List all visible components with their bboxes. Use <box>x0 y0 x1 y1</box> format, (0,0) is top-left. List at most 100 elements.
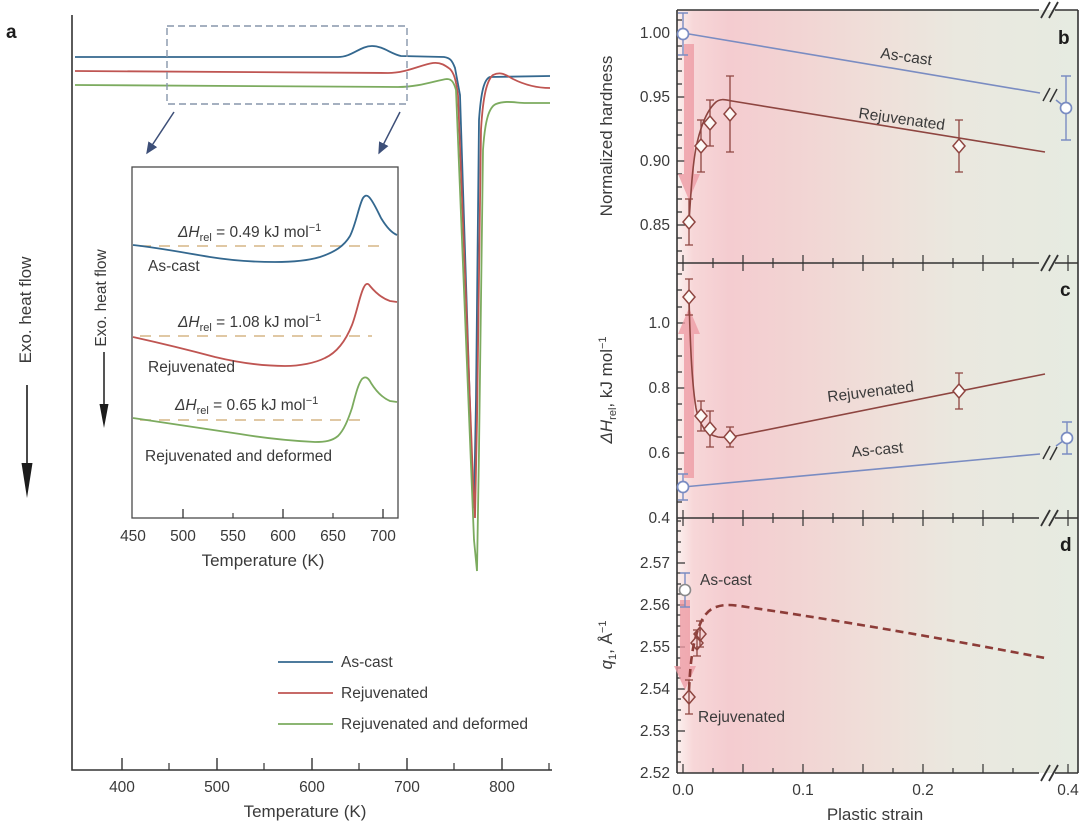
panel-d-background <box>677 518 1078 773</box>
svg-text:0.8: 0.8 <box>648 380 670 397</box>
enthalpy-label-as-cast: ΔHrel = 0.49 kJ mol−1 <box>177 222 321 244</box>
panel-b-as-cast-point-04 <box>1059 101 1073 115</box>
svg-text:600: 600 <box>299 779 325 796</box>
panel-a-x-axis-label: Temperature (K) <box>244 802 367 821</box>
legend-label-rejuvenated: Rejuvenated <box>341 685 428 702</box>
inset-frame <box>131 166 399 519</box>
svg-text:450: 450 <box>120 528 146 545</box>
panel-c-as-cast-errorbars <box>678 421 1072 501</box>
inset-x-axis-label: Temperature (K) <box>202 551 325 570</box>
panel-b-letter: b <box>1058 28 1070 49</box>
svg-text:700: 700 <box>370 528 396 545</box>
panel-a-major-ticks <box>121 758 503 770</box>
panel-c-as-cast-line-after-break <box>1055 440 1064 447</box>
svg-text:0.0: 0.0 <box>672 782 694 799</box>
panel-a-legend: As-cast Rejuvenated Rejuvenated and defo… <box>278 654 528 733</box>
inset-minor-ticks <box>232 513 334 518</box>
panel-a-x-tick-labels: 400 500 600 700 800 <box>109 779 515 796</box>
panel-d-y-axis-label: q1, Å−1 <box>597 621 619 670</box>
panel-d: As-cast Rejuvenated d <box>674 535 1072 726</box>
inset-exo-arrow <box>99 352 109 428</box>
panel-b-rejuvenated-line <box>688 98 1046 223</box>
svg-text:0.90: 0.90 <box>640 153 671 170</box>
curve-label-rejuvenated-deformed: Rejuvenated and deformed <box>145 448 332 465</box>
svg-text:0.95: 0.95 <box>640 89 670 106</box>
svg-text:500: 500 <box>204 779 230 796</box>
zoom-region-box <box>166 25 408 105</box>
exo-direction-arrow <box>21 385 33 498</box>
svg-text:2.56: 2.56 <box>640 597 670 614</box>
svg-text:2.53: 2.53 <box>640 723 670 740</box>
axis-break-marks <box>1040 1 1059 782</box>
x-tick-labels: 0.0 0.1 0.2 0.4 <box>672 782 1079 799</box>
panel-b-as-cast-line <box>682 32 1041 94</box>
x-axis-label: Plastic strain <box>827 805 923 824</box>
panel-b-y-tick-labels: 1.00 0.95 0.90 0.85 <box>640 25 671 234</box>
panel-b-rejuvenated-points <box>682 105 966 231</box>
svg-text:0.85: 0.85 <box>640 217 670 234</box>
inset-as-cast-curve <box>132 194 398 263</box>
inset-x-tick-labels: 450 500 550 600 650 700 <box>120 528 396 545</box>
svg-text:650: 650 <box>320 528 346 545</box>
panel-a-minor-ticks <box>168 763 550 770</box>
svg-text:0.2: 0.2 <box>912 782 934 799</box>
svg-text:0.1: 0.1 <box>792 782 814 799</box>
panels-bcd: 1.00 0.95 0.90 0.85 1.0 0.8 0.6 0.4 2.57… <box>597 1 1079 824</box>
inset-rejuvenated-curve <box>132 282 398 367</box>
panel-c-background <box>677 263 1078 518</box>
svg-text:700: 700 <box>394 779 420 796</box>
panel-b-line-break-mark <box>1042 87 1058 103</box>
svg-text:2.54: 2.54 <box>640 681 671 698</box>
rejuvenated-deformed-curve <box>74 78 550 572</box>
panel-a-letter: a <box>6 22 17 43</box>
inset-y-axis-label: Exo. heat flow <box>93 249 110 347</box>
svg-text:2.57: 2.57 <box>640 555 670 572</box>
svg-text:500: 500 <box>170 528 196 545</box>
panel-d-as-cast-point <box>678 583 692 597</box>
svg-text:0.4: 0.4 <box>648 510 670 527</box>
enthalpy-label-rejuvenated: ΔHrel = 1.08 kJ mol−1 <box>177 312 321 334</box>
panel-a: a Exo. heat flow 400 500 600 700 800 Tem… <box>6 15 552 821</box>
svg-text:550: 550 <box>220 528 246 545</box>
panel-c-y-axis-label: ΔHrel, kJ mol−1 <box>597 336 619 444</box>
svg-text:2.55: 2.55 <box>640 639 670 656</box>
panel-d-rejuvenated-errorbars <box>685 620 704 715</box>
panel-b-as-cast-point-0 <box>676 27 690 41</box>
panel-d-letter: d <box>1060 535 1072 556</box>
panel-b-as-cast-errorbars <box>678 12 1071 141</box>
panel-c-rejuvenated-points <box>682 288 966 446</box>
panel-d-rejuvenated-dashed-curve <box>687 603 1046 691</box>
zoom-leader-arrow-left <box>146 111 175 155</box>
enthalpy-label-rejuvenated-deformed: ΔHrel = 0.65 kJ mol−1 <box>174 395 318 417</box>
inset-major-ticks <box>182 509 384 518</box>
panel-d-rejuvenated-points <box>682 625 707 706</box>
as-cast-curve <box>75 45 551 509</box>
inset-rejuvenated-deformed-curve <box>132 376 398 443</box>
panel-spines <box>676 9 1079 774</box>
zoom-leader-arrow-right <box>378 111 401 155</box>
x-ticks <box>682 255 1069 773</box>
svg-text:800: 800 <box>489 779 515 796</box>
legend-label-as-cast: As-cast <box>341 654 393 671</box>
panel-a-y-axis-label: Exo. heat flow <box>16 256 35 364</box>
legend-label-rejuvenated-deformed: Rejuvenated and deformed <box>341 716 528 733</box>
panel-c-as-cast-point-04 <box>1060 431 1074 445</box>
curve-label-as-cast: As-cast <box>148 258 200 275</box>
svg-text:0.6: 0.6 <box>648 445 670 462</box>
svg-text:400: 400 <box>109 779 135 796</box>
panel-b-y-axis-label: Normalized hardness <box>597 56 616 217</box>
panel-c-line-break-mark <box>1042 445 1058 461</box>
panel-a-inset: Exo. heat flow 450 500 550 600 650 700 T… <box>93 166 399 570</box>
svg-text:2.52: 2.52 <box>640 765 670 782</box>
panel-c-letter: c <box>1060 280 1071 301</box>
svg-text:600: 600 <box>270 528 296 545</box>
panel-c-as-cast-point-0 <box>676 480 690 494</box>
panel-c-y-tick-labels: 1.0 0.8 0.6 0.4 <box>648 315 670 527</box>
rejuvenated-curve <box>74 61 551 519</box>
panel-b-background <box>677 10 1078 263</box>
curve-label-rejuvenated: Rejuvenated <box>148 359 235 376</box>
panel-a-axes <box>71 15 552 771</box>
panel-c-as-cast-line <box>682 453 1041 488</box>
svg-text:1.00: 1.00 <box>640 25 671 42</box>
